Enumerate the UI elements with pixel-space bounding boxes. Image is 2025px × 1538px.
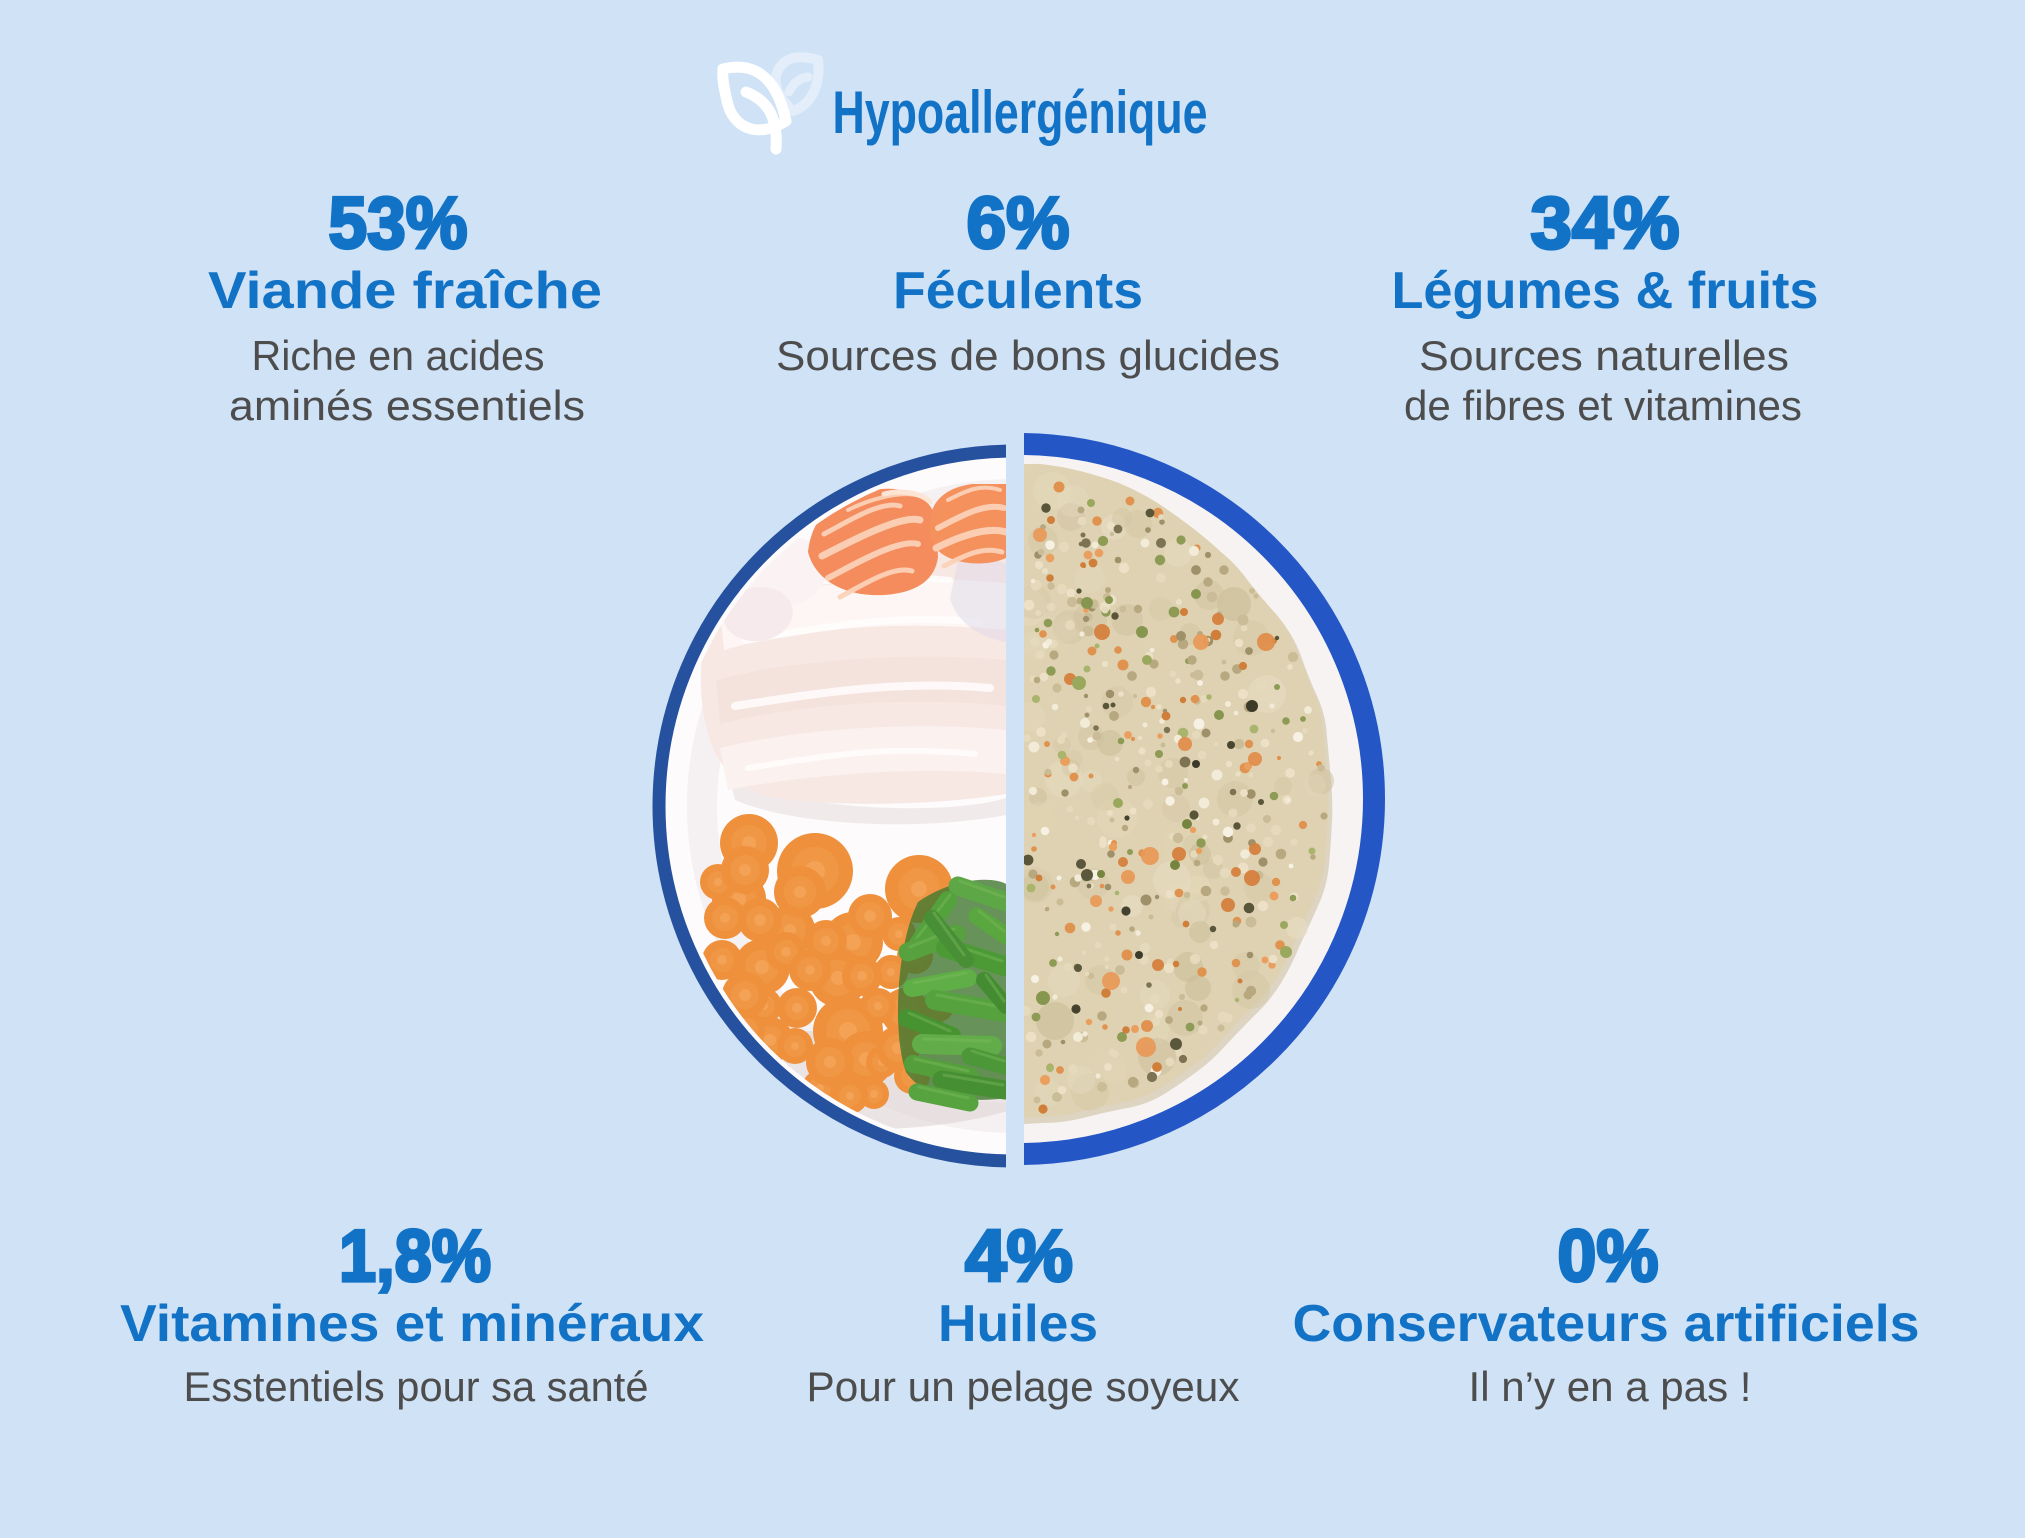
- svg-text:53%: 53%: [329, 183, 468, 264]
- svg-text:1,8%: 1,8%: [339, 1216, 491, 1297]
- svg-text:Viande fraîche: Viande fraîche: [208, 262, 602, 320]
- svg-text:Il n’y en a pas !: Il n’y en a pas !: [1469, 1363, 1752, 1410]
- svg-text:34%: 34%: [1531, 183, 1680, 264]
- svg-text:Légumes & fruits: Légumes & fruits: [1392, 262, 1819, 320]
- svg-text:Vitamines et minéraux: Vitamines et minéraux: [120, 1295, 704, 1353]
- svg-text:Riche en acides: Riche en acides: [252, 332, 545, 379]
- svg-text:Féculents: Féculents: [893, 262, 1143, 320]
- svg-text:aminés essentiels: aminés essentiels: [229, 382, 585, 429]
- svg-text:Huiles: Huiles: [938, 1295, 1098, 1353]
- svg-text:Sources naturelles: Sources naturelles: [1419, 332, 1789, 379]
- svg-text:Pour un pelage soyeux: Pour un pelage soyeux: [807, 1363, 1240, 1410]
- svg-text:Sources de bons glucides: Sources de bons glucides: [776, 332, 1280, 379]
- svg-text:0%: 0%: [1558, 1216, 1659, 1297]
- svg-text:Esstentiels pour sa santé: Esstentiels pour sa santé: [184, 1363, 649, 1410]
- svg-text:6%: 6%: [967, 183, 1070, 264]
- svg-text:4%: 4%: [965, 1216, 1073, 1297]
- svg-text:de fibres et vitamines: de fibres et vitamines: [1404, 382, 1802, 429]
- svg-text:Hypoallergénique: Hypoallergénique: [833, 79, 1208, 146]
- svg-text:Conservateurs artificiels: Conservateurs artificiels: [1293, 1295, 1920, 1353]
